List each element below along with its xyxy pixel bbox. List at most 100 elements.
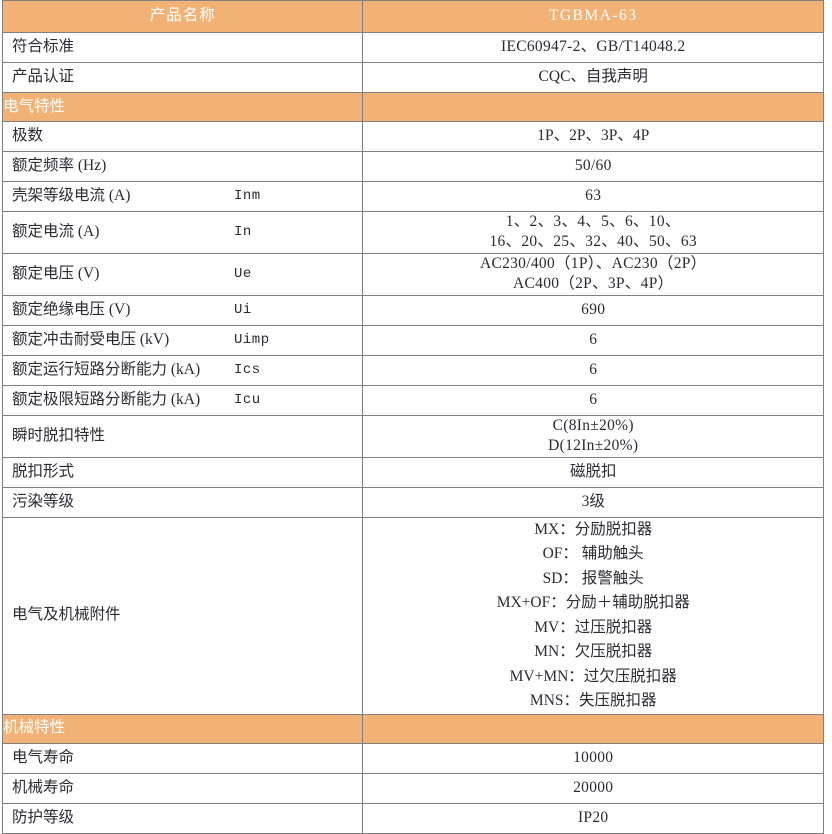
table-row: 额定电流 (A) In 1、2、3、4、5、6、10、 16、20、25、32、… bbox=[1, 211, 824, 254]
table-row: 污染等级 3级 bbox=[1, 486, 824, 518]
row-value-cell-trip-type: 磁脱扣 bbox=[362, 456, 824, 488]
row-symbol: Inm bbox=[234, 188, 261, 205]
table-row: 防护等级 IP20 bbox=[1, 802, 824, 834]
row-value-line: 16、20、25、32、40、50、63 bbox=[489, 233, 697, 251]
row-label-cell-ics: 额定运行短路分断能力 (kA) Ics bbox=[1, 354, 364, 386]
row-value: 6 bbox=[589, 361, 598, 379]
table-row: 额定电压 (V) Ue AC230/400（1P）、AC230（2P） AC40… bbox=[1, 252, 824, 296]
row-label-cell-frequency: 额定频率 (Hz) bbox=[1, 151, 364, 182]
accessory-item: MV：过压脱扣器 bbox=[534, 618, 653, 636]
row-label: 壳架等级电流 (A) bbox=[12, 187, 131, 205]
row-label: 电气寿命 bbox=[12, 748, 75, 766]
table-row: 额定极限短路分断能力 (kA) Icu 6 bbox=[1, 384, 824, 416]
header-product-model: TGBMA-63 bbox=[362, 0, 824, 33]
row-label-cell-protection-degree: 防护等级 bbox=[1, 802, 364, 834]
section-title-filler bbox=[362, 713, 824, 744]
row-value-cell: CQC、自我声明 bbox=[362, 62, 824, 93]
row-value-cell: IEC60947-2、GB/T14048.2 bbox=[362, 32, 824, 63]
row-value-cell-poles: 1P、2P、3P、4P bbox=[362, 121, 824, 152]
row-label: 污染等级 bbox=[12, 492, 75, 510]
row-label: 额定电流 (A) bbox=[12, 223, 100, 241]
row-value-line: AC400（2P、3P、4P） bbox=[513, 275, 674, 293]
row-label-cell-instant-trip: 瞬时脱扣特性 bbox=[1, 414, 364, 458]
row-value-line: D(12In±20%) bbox=[548, 437, 639, 455]
row-value: 690 bbox=[581, 301, 606, 319]
row-symbol: Uimp bbox=[234, 332, 270, 349]
row-value: CQC、自我声明 bbox=[538, 68, 648, 86]
row-label: 额定电压 (V) bbox=[12, 265, 100, 283]
row-value-cell-instant-trip: C(8In±20%) D(12In±20%) bbox=[362, 414, 824, 458]
row-value: 磁脱扣 bbox=[569, 462, 617, 480]
table-header-row: 产品名称 TGBMA-63 bbox=[1, 0, 824, 33]
row-label-cell-rated-current: 额定电流 (A) In bbox=[1, 211, 364, 254]
table-row: 额定频率 (Hz) 50/60 bbox=[1, 151, 824, 182]
table-row: 机械寿命 20000 bbox=[1, 772, 824, 804]
accessory-item: OF： 辅助触头 bbox=[542, 545, 644, 563]
table-row: 符合标准 IEC60947-2、GB/T14048.2 bbox=[1, 32, 824, 63]
row-label-cell-trip-type: 脱扣形式 bbox=[1, 456, 364, 488]
row-label: 额定频率 (Hz) bbox=[12, 157, 107, 175]
section-title-filler bbox=[362, 92, 824, 122]
section-header-electrical: 电气特性 bbox=[1, 92, 824, 122]
row-value-cell-rated-voltage: AC230/400（1P）、AC230（2P） AC400（2P、3P、4P） bbox=[362, 252, 824, 296]
row-value: 50/60 bbox=[574, 157, 612, 175]
row-symbol: Icu bbox=[234, 392, 261, 409]
table-row: 脱扣形式 磁脱扣 bbox=[1, 456, 824, 488]
row-value-cell-protection-degree: IP20 bbox=[362, 802, 824, 834]
row-label-cell-rated-voltage: 额定电压 (V) Ue bbox=[1, 252, 364, 296]
accessory-item: MX+OF：分励＋辅助脱扣器 bbox=[496, 594, 690, 612]
row-label: 额定极限短路分断能力 (kA) bbox=[12, 391, 201, 409]
row-value: 10000 bbox=[573, 748, 614, 766]
row-label-cell-poles: 极数 bbox=[1, 121, 364, 152]
row-value-line: AC230/400（1P）、AC230（2P） bbox=[479, 254, 707, 272]
row-label-cell-frame-current: 壳架等级电流 (A) Inm bbox=[1, 181, 364, 212]
section-title: 电气特性 bbox=[1, 92, 364, 122]
table-row: 壳架等级电流 (A) Inm 63 bbox=[1, 181, 824, 212]
row-value-cell-icu: 6 bbox=[362, 384, 824, 416]
row-value: 1P、2P、3P、4P bbox=[537, 127, 650, 145]
row-label-cell-icu: 额定极限短路分断能力 (kA) Icu bbox=[1, 384, 364, 416]
row-value-cell-impulse-voltage: 6 bbox=[362, 324, 824, 356]
row-value-cell-frame-current: 63 bbox=[362, 181, 824, 212]
row-symbol: In bbox=[234, 224, 252, 241]
row-label-cell-electrical-life: 电气寿命 bbox=[1, 742, 364, 774]
row-value-line: C(8In±20%) bbox=[552, 416, 634, 434]
table-row: 额定绝缘电压 (V) Ui 690 bbox=[1, 294, 824, 326]
row-value: 3级 bbox=[581, 492, 605, 510]
row-value-cell-rated-current: 1、2、3、4、5、6、10、 16、20、25、32、40、50、63 bbox=[362, 211, 824, 254]
table-row: 极数 1P、2P、3P、4P bbox=[1, 121, 824, 152]
header-product-name-label: 产品名称 bbox=[1, 0, 364, 33]
row-label: 防护等级 bbox=[12, 808, 75, 826]
table-row: 电气寿命 10000 bbox=[1, 742, 824, 774]
table-row: 额定运行短路分断能力 (kA) Ics 6 bbox=[1, 354, 824, 386]
row-label-cell-accessories: 电气及机械附件 bbox=[1, 516, 364, 715]
row-label: 极数 bbox=[12, 127, 44, 145]
row-label: 机械寿命 bbox=[12, 778, 75, 796]
row-label: 电气及机械附件 bbox=[12, 606, 121, 624]
row-symbol: Ui bbox=[234, 302, 252, 319]
row-label: 瞬时脱扣特性 bbox=[12, 427, 106, 445]
table-row: 产品认证 CQC、自我声明 bbox=[1, 62, 824, 93]
row-value: IEC60947-2、GB/T14048.2 bbox=[501, 38, 686, 56]
row-label-cell: 产品认证 bbox=[1, 62, 364, 93]
accessory-item: MV+MN：过欠压脱扣器 bbox=[509, 667, 677, 685]
row-value-cell-electrical-life: 10000 bbox=[362, 742, 824, 774]
table-row: 额定冲击耐受电压 (kV) Uimp 6 bbox=[1, 324, 824, 356]
row-value-line: 1、2、3、4、5、6、10、 bbox=[505, 213, 681, 230]
row-value: 63 bbox=[585, 187, 602, 205]
row-label-cell-pollution-degree: 污染等级 bbox=[1, 486, 364, 518]
row-value-cell-accessories: MX：分励脱扣器 OF： 辅助触头 SD： 报警触头 MX+OF：分励＋辅助脱扣… bbox=[362, 516, 824, 715]
row-value-cell-mechanical-life: 20000 bbox=[362, 772, 824, 804]
row-value: 6 bbox=[589, 391, 598, 409]
row-value-cell-frequency: 50/60 bbox=[362, 151, 824, 182]
accessory-item: MN：欠压脱扣器 bbox=[534, 643, 653, 661]
row-label-cell-mechanical-life: 机械寿命 bbox=[1, 772, 364, 804]
table-row: 瞬时脱扣特性 C(8In±20%) D(12In±20%) bbox=[1, 414, 824, 458]
section-title: 机械特性 bbox=[1, 713, 364, 744]
row-value-cell-pollution-degree: 3级 bbox=[362, 486, 824, 518]
row-label-cell-insulation-voltage: 额定绝缘电压 (V) Ui bbox=[1, 294, 364, 326]
table-row: 电气及机械附件 MX：分励脱扣器 OF： 辅助触头 SD： 报警触头 MX+OF… bbox=[1, 516, 824, 715]
section-header-mechanical: 机械特性 bbox=[1, 713, 824, 744]
